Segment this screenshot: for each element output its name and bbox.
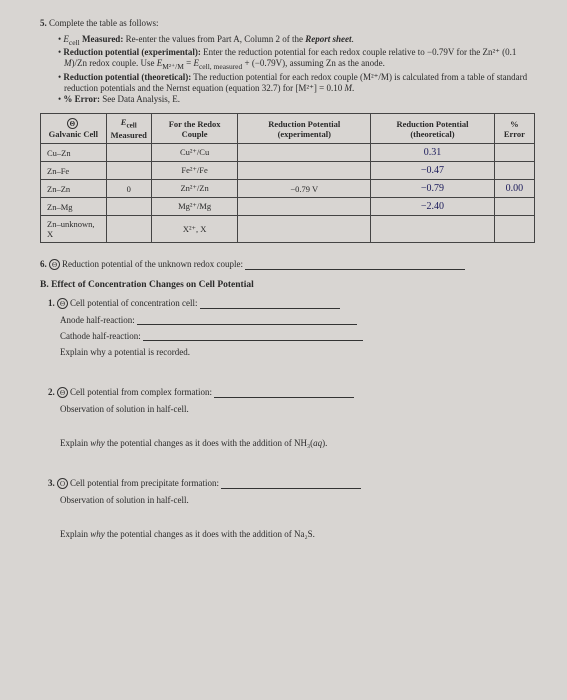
cell-galvanic: Cu–Zn xyxy=(41,144,107,162)
section-b-title: B. Effect of Concentration Changes on Ce… xyxy=(40,280,535,290)
anode-line: Anode half-reaction: xyxy=(60,315,535,325)
cathode-line: Cathode half-reaction: xyxy=(60,331,535,341)
cathode-blank xyxy=(143,331,363,341)
cell-couple: Cu²⁺/Cu xyxy=(151,144,238,162)
q6-num: 6. xyxy=(40,259,47,269)
cell-theo: −0.47 xyxy=(371,162,495,180)
cell-err xyxy=(494,198,534,216)
explain2-line: Explain why the potential changes as it … xyxy=(60,438,535,448)
b1-num: 1. xyxy=(48,298,55,308)
cathode-label: Cathode half-reaction: xyxy=(60,331,141,341)
explain3-line: Explain why the potential changes as it … xyxy=(60,529,535,539)
b2-item: 2. ΘCell potential from complex formatio… xyxy=(48,387,535,398)
b3-item: 3. OCell potential from precipitate form… xyxy=(48,478,535,489)
b1-blank xyxy=(200,299,340,309)
cell-err xyxy=(494,144,534,162)
cell-theo: 0.31 xyxy=(371,144,495,162)
table-row: Zn–Mg Mg²⁺/Mg −2.40 xyxy=(41,198,535,216)
b3-num: 3. xyxy=(48,478,55,488)
table-row: Zn–Zn0Zn²⁺/Zn−0.79 V−0.790.00 xyxy=(41,180,535,198)
cell-couple: X²⁺, X xyxy=(151,216,238,243)
cell-exp xyxy=(238,198,371,216)
b2-circled: Θ xyxy=(57,387,68,398)
th-galvanic: ΘGalvanic Cell xyxy=(41,114,107,144)
table-row: Zn–unknown, X X²⁺, X xyxy=(41,216,535,243)
cell-couple: Mg²⁺/Mg xyxy=(151,198,238,216)
b3-blank xyxy=(221,479,361,489)
anode-label: Anode half-reaction: xyxy=(60,315,135,325)
obs2-line: Observation of solution in half-cell. xyxy=(60,404,535,414)
q5-bullet-4: • % Error: See Data Analysis, E. xyxy=(58,94,535,105)
table-row: Zn–Fe Fe²⁺/Fe −0.47 xyxy=(41,162,535,180)
cell-theo: −2.40 xyxy=(371,198,495,216)
cell-exp: −0.79 V xyxy=(238,180,371,198)
q6-text: Reduction potential of the unknown redox… xyxy=(62,259,243,269)
q5-bullet-3: • Reduction potential (theoretical): The… xyxy=(58,72,535,95)
b2-text: Cell potential from complex formation: xyxy=(70,387,212,397)
q5-intro: Complete the table as follows: xyxy=(49,18,158,28)
cell-measured: 0 xyxy=(106,180,151,198)
cell-galvanic: Zn–unknown, X xyxy=(41,216,107,243)
cell-galvanic: Zn–Zn xyxy=(41,180,107,198)
q5-bullet-1: • Ecell Measured: Re-enter the values fr… xyxy=(58,34,535,47)
table-header-row: ΘGalvanic Cell EcellMeasured For the Red… xyxy=(41,114,535,144)
cell-exp xyxy=(238,144,371,162)
b2-num: 2. xyxy=(48,387,55,397)
table-row: Cu–Zn Cu²⁺/Cu 0.31 xyxy=(41,144,535,162)
cell-exp xyxy=(238,216,371,243)
cell-err xyxy=(494,162,534,180)
b3-text: Cell potential from precipitate formatio… xyxy=(70,478,219,488)
b3-circled: O xyxy=(57,478,68,489)
b1-item: 1. ΘCell potential of concentration cell… xyxy=(48,298,535,309)
question-6: 6. ΘReduction potential of the unknown r… xyxy=(40,259,535,270)
question-5-header: 5. Complete the table as follows: xyxy=(40,18,535,28)
cell-measured xyxy=(106,144,151,162)
th-ecell: EcellMeasured xyxy=(106,114,151,144)
q5-bullet-2: • Reduction potential (experimental): En… xyxy=(58,47,535,71)
cell-err xyxy=(494,216,534,243)
obs3-line: Observation of solution in half-cell. xyxy=(60,495,535,505)
b2-blank xyxy=(214,388,354,398)
th-err: % Error xyxy=(494,114,534,144)
th-exp: Reduction Potential (experimental) xyxy=(238,114,371,144)
q6-blank xyxy=(245,260,465,270)
cell-err: 0.00 xyxy=(494,180,534,198)
th-theo: Reduction Potential (theoretical) xyxy=(371,114,495,144)
b1-circled: Θ xyxy=(57,298,68,309)
q6-circled: Θ xyxy=(49,259,60,270)
cell-couple: Zn²⁺/Zn xyxy=(151,180,238,198)
b1-text: Cell potential of concentration cell: xyxy=(70,298,197,308)
cell-theo: −0.79 xyxy=(371,180,495,198)
explain-why-1: Explain why a potential is recorded. xyxy=(60,347,535,357)
cell-measured xyxy=(106,216,151,243)
explain1-text: Explain why a potential is recorded. xyxy=(60,347,190,357)
cell-measured xyxy=(106,198,151,216)
anode-blank xyxy=(137,315,357,325)
data-table: ΘGalvanic Cell EcellMeasured For the Red… xyxy=(40,113,535,243)
cell-exp xyxy=(238,162,371,180)
cell-couple: Fe²⁺/Fe xyxy=(151,162,238,180)
cell-theo xyxy=(371,216,495,243)
th-couple: For the Redox Couple xyxy=(151,114,238,144)
cell-galvanic: Zn–Fe xyxy=(41,162,107,180)
cell-measured xyxy=(106,162,151,180)
cell-galvanic: Zn–Mg xyxy=(41,198,107,216)
q5-number: 5. xyxy=(40,18,47,28)
